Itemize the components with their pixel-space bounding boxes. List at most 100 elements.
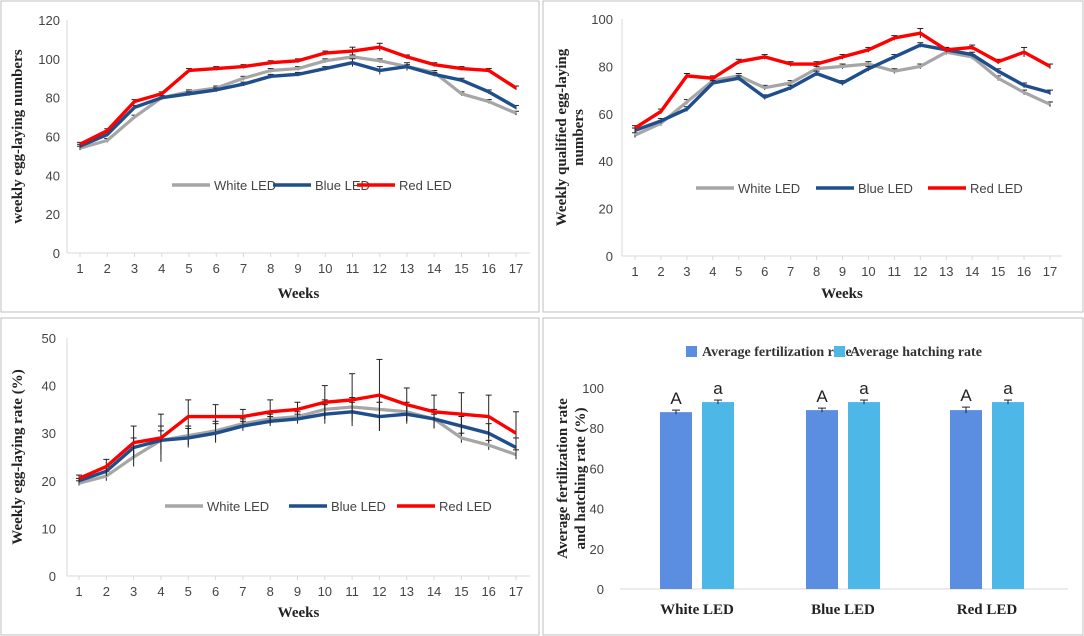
y-tick-label: 20	[42, 474, 56, 489]
x-tick-label: 14	[427, 261, 441, 276]
x-tick-label: 4	[709, 264, 716, 279]
y-axis-title-line: Weekly qualified egg-laying	[554, 48, 570, 226]
x-tick-label: 3	[131, 261, 138, 276]
x-tick-label: 7	[787, 264, 794, 279]
y-tick-label: 0	[597, 582, 604, 597]
y-tick-label: 40	[599, 154, 613, 169]
significance-label: a	[859, 379, 869, 398]
x-tick-label: 2	[103, 584, 110, 599]
bar-average-fertilization-rate-red-led	[950, 410, 982, 589]
y-tick-label: 0	[606, 249, 613, 264]
x-tick-label: 9	[294, 261, 301, 276]
x-tick-label: 13	[939, 264, 953, 279]
x-tick-label: White LED	[660, 602, 734, 618]
series-line-blue-led	[634, 43, 1051, 132]
legend-label-blue-led: Blue LED	[331, 499, 386, 514]
x-tick-label: 3	[683, 264, 690, 279]
y-tick-label: 40	[46, 168, 60, 183]
y-tick-label: 80	[599, 59, 613, 74]
x-tick-label: 2	[104, 261, 111, 276]
series-red-led	[77, 42, 519, 147]
series-line-red-led	[634, 31, 1051, 130]
x-tick-label: 4	[158, 261, 165, 276]
x-tick-label: 10	[861, 264, 875, 279]
x-tick-label: 17	[1043, 264, 1057, 279]
legend-label-white-led: White LED	[207, 499, 269, 514]
x-tick-label: 16	[481, 584, 495, 599]
y-axis-title-line: numbers	[571, 109, 587, 166]
x-tick-label: 8	[267, 261, 274, 276]
y-tick-label: 80	[46, 91, 60, 106]
bar-average-fertilization-rate-white-led	[660, 412, 692, 589]
significance-label: A	[670, 389, 682, 408]
y-tick-label: 0	[53, 246, 60, 261]
x-tick-label: 9	[294, 584, 301, 599]
legend-swatch-average-hatching-rate	[834, 346, 845, 357]
x-axis-title: Weeks	[278, 605, 320, 621]
bar-average-hatching-rate-white-led	[702, 402, 734, 589]
series-line-blue-led	[78, 410, 517, 483]
panel-b-frame	[542, 0, 1084, 313]
bar-average-fertilization-rate-blue-led	[806, 410, 838, 589]
y-tick-label: 100	[38, 52, 60, 67]
legend-label-blue-led: Blue LED	[315, 178, 370, 193]
x-tick-label: 9	[839, 264, 846, 279]
legend-swatch-average-fertilization-rate	[686, 346, 697, 357]
x-tick-label: 14	[965, 264, 979, 279]
panel-d-frame	[542, 317, 1084, 636]
y-tick-label: 60	[599, 107, 613, 122]
y-tick-label: 40	[590, 502, 604, 517]
y-tick-label: 40	[42, 379, 56, 394]
series-white-led	[632, 49, 1053, 138]
x-tick-label: Blue LED	[811, 602, 875, 618]
y-tick-label: 80	[590, 421, 604, 436]
x-axis-title: Weeks	[821, 286, 863, 302]
x-tick-label: 11	[346, 261, 360, 276]
x-tick-label: 10	[318, 584, 332, 599]
x-tick-label: 15	[991, 264, 1005, 279]
x-tick-label: 17	[509, 584, 523, 599]
y-axis-title-line: Average fertilization rate	[555, 398, 571, 559]
y-tick-label: 20	[590, 542, 604, 557]
x-tick-label: 12	[372, 584, 386, 599]
y-tick-label: 50	[42, 331, 56, 346]
y-axis-title: weekly egg-laying numbers	[10, 49, 26, 223]
legend-label-red-led: Red LED	[970, 181, 1023, 196]
x-tick-label: 1	[76, 261, 83, 276]
series-red-led	[76, 358, 519, 482]
legend-label-average-fertilization-rate: Average fertilization rate	[702, 345, 852, 360]
x-tick-label: 1	[631, 264, 638, 279]
bar-average-hatching-rate-blue-led	[848, 402, 880, 589]
series-line-white-led	[79, 55, 517, 150]
significance-label: a	[713, 379, 723, 398]
y-tick-label: 10	[42, 521, 56, 536]
significance-label: a	[1003, 379, 1013, 398]
legend-label-blue-led: Blue LED	[858, 181, 913, 196]
x-tick-label: 8	[813, 264, 820, 279]
x-tick-label: 17	[509, 261, 523, 276]
x-tick-label: 2	[657, 264, 664, 279]
legend-label-white-led: White LED	[738, 181, 800, 196]
x-tick-label: 11	[345, 584, 359, 599]
x-tick-label: 12	[373, 261, 387, 276]
x-axis-title: Weeks	[278, 286, 320, 302]
x-tick-label: 7	[240, 261, 247, 276]
legend-label-red-led: Red LED	[399, 178, 452, 193]
panel-a-frame	[0, 0, 540, 313]
series-line-blue-led	[79, 61, 517, 148]
x-tick-label: 5	[185, 261, 192, 276]
y-tick-label: 30	[42, 426, 56, 441]
series-red-led	[632, 27, 1053, 131]
x-tick-label: 3	[130, 584, 137, 599]
y-tick-label: 60	[46, 130, 60, 145]
significance-label: A	[816, 387, 828, 406]
x-tick-label: 16	[1017, 264, 1031, 279]
x-tick-label: 16	[482, 261, 496, 276]
bar-average-hatching-rate-red-led	[992, 402, 1024, 589]
y-tick-label: 100	[591, 12, 613, 27]
x-tick-label: 6	[212, 584, 219, 599]
x-tick-label: 5	[185, 584, 192, 599]
